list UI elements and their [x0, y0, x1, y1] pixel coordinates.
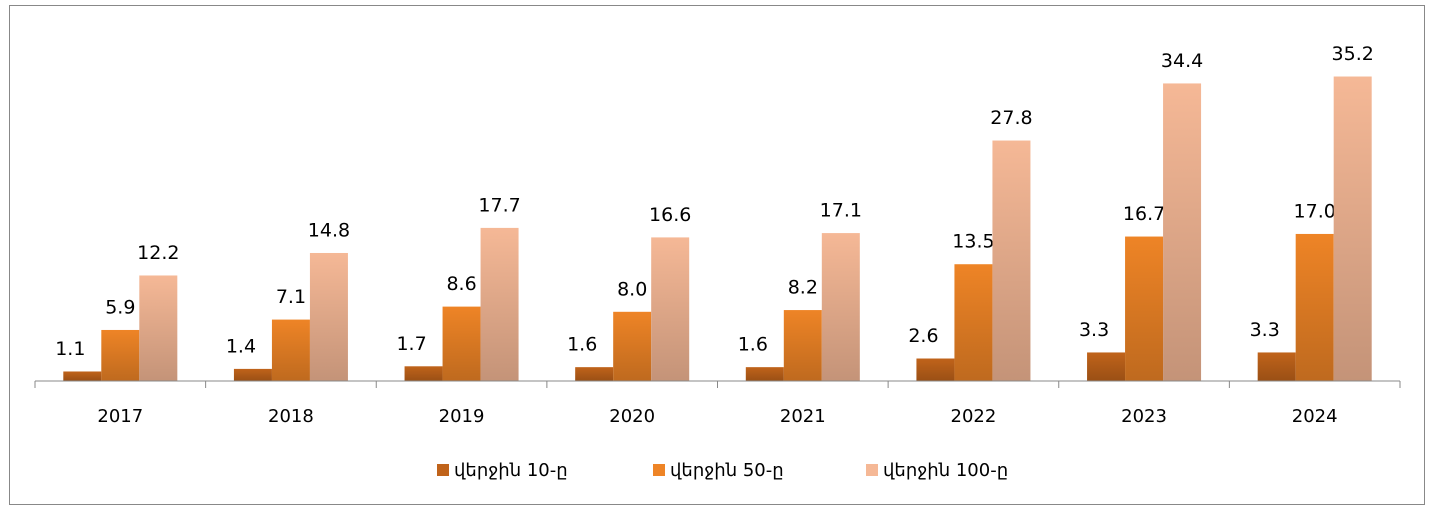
legend-label: վերջին 10-ը [454, 460, 568, 481]
value-label: 3.3 [1079, 319, 1109, 341]
bar-shade [271, 319, 310, 381]
bar-shade [1087, 352, 1126, 381]
legend-swatch [866, 464, 878, 476]
value-label: 1.4 [226, 335, 256, 357]
bar-shade [783, 310, 822, 381]
bar-shade [480, 227, 519, 381]
bar-shade [651, 237, 690, 381]
chart-border [9, 5, 1425, 505]
legend-label: վերջին 50-ը [670, 460, 784, 481]
bar-shade [1257, 352, 1296, 381]
bar-shade [1295, 233, 1334, 381]
x-tick-label: 2020 [609, 406, 655, 427]
bar-shade [442, 306, 481, 381]
value-label: 1.6 [738, 334, 768, 356]
value-label: 27.8 [990, 107, 1032, 129]
value-label: 2.6 [908, 325, 938, 347]
value-label: 8.0 [617, 278, 647, 300]
bar-shade [1333, 76, 1372, 382]
value-label: 16.7 [1123, 203, 1165, 225]
value-label: 1.6 [567, 334, 597, 356]
bar-shade [101, 329, 140, 381]
x-tick-label: 2017 [97, 406, 143, 427]
bar-shade [575, 367, 614, 381]
bar-shade [309, 252, 348, 381]
value-label: 13.5 [952, 231, 994, 253]
value-label: 17.1 [820, 200, 862, 222]
bar-shade [139, 275, 178, 381]
bar-shade [613, 311, 652, 381]
value-label: 17.0 [1294, 200, 1336, 222]
bar-shade [1163, 83, 1202, 381]
bar-shade [1125, 236, 1164, 381]
legend-swatch [653, 464, 665, 476]
legend-label: վերջին 100-ը [883, 460, 1008, 481]
bar-shade [745, 367, 784, 381]
value-label: 16.6 [649, 204, 691, 226]
value-label: 14.8 [308, 219, 350, 241]
x-tick-label: 2022 [951, 406, 997, 427]
value-label: 12.2 [137, 242, 179, 264]
value-label: 34.4 [1161, 50, 1203, 72]
bar-shade [63, 371, 102, 381]
x-tick-label: 2024 [1292, 406, 1338, 427]
value-label: 35.2 [1332, 43, 1374, 65]
bar-shade [821, 233, 860, 381]
bar-shade [992, 140, 1031, 381]
x-tick-label: 2018 [268, 406, 314, 427]
value-label: 17.7 [478, 194, 520, 216]
x-tick-label: 2019 [439, 406, 485, 427]
value-label: 1.1 [55, 338, 85, 360]
value-label: 5.9 [105, 296, 135, 318]
value-label: 1.7 [396, 333, 426, 355]
value-label: 8.2 [788, 277, 818, 299]
value-label: 3.3 [1250, 319, 1280, 341]
x-tick-label: 2023 [1121, 406, 1167, 427]
bar-shade [916, 358, 955, 381]
value-label: 8.6 [446, 273, 476, 295]
bar-shade [954, 264, 993, 381]
legend-swatch [437, 464, 449, 476]
value-label: 7.1 [276, 286, 306, 308]
x-tick-label: 2021 [780, 406, 826, 427]
bar-shade [404, 366, 443, 381]
bar-shade [233, 368, 272, 381]
